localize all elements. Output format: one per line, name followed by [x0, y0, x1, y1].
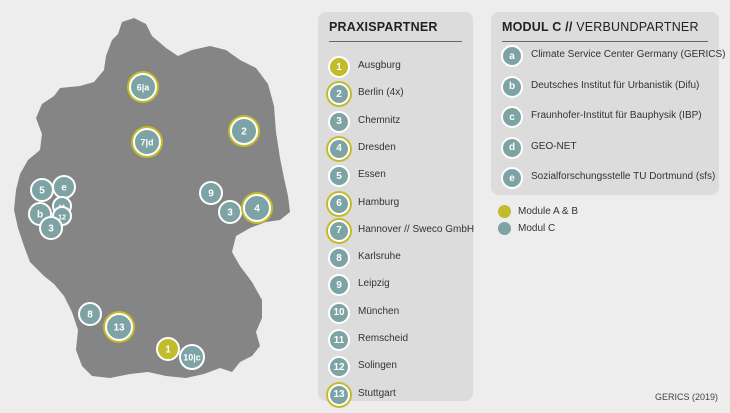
partner-number-badge: 3 [328, 110, 350, 133]
germany-map: 6|a7|d29345eb11123813110|c [14, 18, 290, 378]
marker-label: 3 [48, 224, 54, 235]
partner-letter-badge: d [501, 136, 523, 159]
map-marker: 10|c [179, 344, 205, 370]
partner-number-badge: 8 [328, 247, 350, 270]
map-marker: 3 [39, 216, 63, 240]
partner-number-badge: 5 [328, 165, 350, 188]
marker-label: 8 [87, 310, 93, 321]
marker-label: b [37, 210, 43, 221]
partner-letter-badge: c [501, 106, 523, 128]
marker-label: 5 [39, 186, 45, 197]
partner-letter-badge: b [501, 75, 523, 98]
germany-shape [14, 18, 290, 378]
verbundpartner-panel: MODUL C // VERBUNDPARTNER a Climate Servi… [491, 12, 726, 195]
marker-circle [230, 117, 258, 145]
legend-label: Module A & B [518, 206, 579, 217]
partner-institution-label: Deutsches Institut für Urbanistik (Difu) [531, 79, 700, 91]
partner-city-label: Remscheid [358, 333, 409, 344]
partner-number-badge: 11 [328, 329, 350, 351]
map-marker: 7|d [131, 126, 163, 158]
map-marker: 3 [218, 200, 242, 224]
partner-institution-label: Sozialforschungsstelle TU Dortmund (sfs) [531, 171, 716, 182]
marker-label: e [61, 183, 67, 194]
map-marker: 4 [241, 192, 273, 224]
map-marker: 5 [30, 178, 54, 202]
marker-circle [129, 73, 157, 101]
praxispartner-rule [329, 41, 462, 42]
partner-city-label: Leipzig [358, 278, 390, 290]
partner-institution-label: GEO-NET [531, 140, 577, 152]
partner-number-badge: 13 [328, 383, 350, 406]
partner-number-badge: 6 [328, 192, 350, 215]
partner-city-label: Berlin (4x) [358, 87, 404, 99]
partner-number-badge: 7 [328, 219, 350, 242]
marker-label: 6|a [137, 83, 151, 93]
partner-city-label: Hamburg [358, 196, 400, 208]
marker-circle [105, 313, 133, 341]
partner-institution-label: Fraunhofer-Institut für Bauphysik (IBP) [531, 110, 702, 121]
map-marker: 2 [228, 115, 260, 147]
partner-city-label: Ausgburg [358, 60, 401, 71]
partner-city-label: Dresden [358, 141, 396, 153]
marker-label: 12 [58, 215, 66, 222]
praxispartner-panel: PRAXISPARTNER 1 Ausgburg 2 Berlin (4x) 3 Chem… [318, 12, 475, 406]
marker-label: 9 [208, 189, 214, 200]
legend-label: Modul C [518, 223, 556, 234]
partner-number-badge: 9 [328, 274, 350, 297]
marker-circle [78, 302, 102, 326]
partner-city-label: Essen [358, 169, 386, 181]
marker-circle [218, 200, 242, 224]
map-marker: 9 [199, 181, 223, 205]
partner-city-label: Solingen [358, 360, 397, 372]
marker-label: 10|c [183, 353, 201, 363]
partner-letter-badge: e [501, 167, 523, 189]
marker-circle [39, 216, 63, 240]
marker-label: 4 [254, 204, 260, 215]
verbundpartner-title: MODUL C // VERBUNDPARTNER [502, 20, 699, 34]
partner-city-label: Stuttgart [358, 387, 396, 399]
map-marker: 13 [103, 311, 135, 343]
marker-label: 7|d [140, 138, 153, 148]
partner-city-label: Hannover // Sweco GmbH [358, 223, 475, 235]
partner-number-badge: 2 [328, 83, 350, 106]
marker-circle [243, 194, 271, 222]
marker-label: 3 [227, 208, 233, 219]
partner-number-badge: 10 [328, 301, 350, 324]
partner-number-badge: 1 [328, 56, 350, 78]
map-marker: e [52, 175, 76, 199]
partner-city-label: Chemnitz [358, 114, 401, 126]
marker-circle [133, 128, 161, 156]
partner-city-label: München [358, 305, 400, 317]
partner-number-badge: 4 [328, 137, 350, 160]
legend-color-dot [498, 222, 511, 235]
marker-label: 13 [113, 323, 125, 334]
verbundpartner-rule [502, 41, 708, 42]
map-marker: 1 [156, 337, 180, 361]
legend-color-dot [498, 205, 511, 218]
praxispartner-title: PRAXISPARTNER [329, 20, 438, 34]
partner-institution-label: Climate Service Center Germany (GERICS) [531, 49, 726, 60]
partner-letter-badge: a [501, 45, 523, 67]
partner-city-label: Karlsruhe [358, 251, 401, 263]
marker-circle [156, 337, 180, 361]
marker-label: 2 [241, 127, 247, 138]
map-marker: 6|a [127, 71, 159, 103]
source-credit: GERICS (2019) [654, 392, 718, 402]
map-marker: 8 [78, 302, 102, 326]
marker-circle [179, 344, 205, 370]
partner-number-badge: 12 [328, 356, 350, 379]
marker-circle [199, 181, 223, 205]
marker-label: 1 [165, 345, 171, 356]
